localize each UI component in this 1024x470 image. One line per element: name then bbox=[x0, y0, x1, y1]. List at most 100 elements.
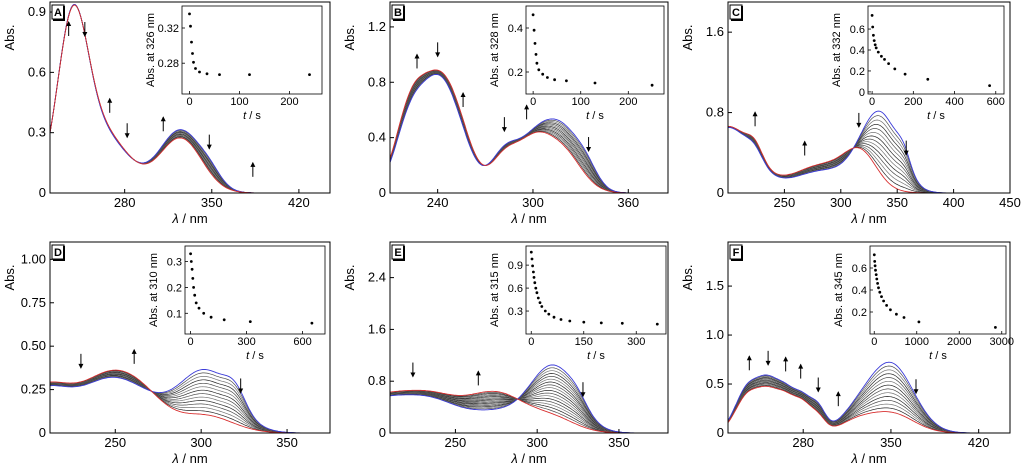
inset-data-point bbox=[880, 295, 883, 298]
trend-arrow-down bbox=[501, 117, 507, 133]
inset-x-tick-label: 2000 bbox=[947, 336, 971, 348]
spectrum-initial bbox=[390, 364, 668, 433]
panel-label-B: B bbox=[391, 4, 405, 21]
inset-data-point bbox=[988, 84, 991, 87]
inset-x-tick-label: 0 bbox=[186, 96, 192, 108]
inset-x-axis-label: t / s bbox=[587, 350, 605, 362]
inset-data-point bbox=[870, 14, 874, 17]
inset-kinetics: 0 100 200 0.28 0.32 t / s Abs. at 326 nm bbox=[145, 5, 323, 122]
spectrum-intermediate bbox=[728, 380, 1010, 433]
inset-frame bbox=[181, 5, 323, 95]
trend-arrow-up bbox=[783, 356, 789, 372]
y-tick-label: 0.8 bbox=[706, 105, 724, 120]
inset-kinetics: 0 300 600 0.1 0.2 0.3 t / s Abs. at 310 nm bbox=[148, 245, 326, 362]
trend-arrow-down bbox=[124, 123, 130, 139]
x-tick-label: 300 bbox=[190, 435, 212, 450]
inset-data-point bbox=[877, 286, 880, 290]
inset-x-tick-label: 3000 bbox=[990, 336, 1014, 348]
inset-y-tick-label: 0.32 bbox=[158, 23, 179, 35]
inset-data-point bbox=[218, 73, 221, 76]
inset-data-point bbox=[543, 309, 547, 313]
inset-data-point bbox=[917, 320, 921, 324]
inset-x-tick-label: 300 bbox=[627, 336, 645, 348]
trend-arrow-down bbox=[856, 112, 862, 128]
inset-x-tick-label: 0 bbox=[188, 336, 194, 348]
y-tick-label: 0.4 bbox=[368, 130, 386, 145]
inset-data-point bbox=[202, 311, 206, 315]
y-tick-label: 1.6 bbox=[706, 24, 724, 39]
inset-x-axis-label: t / s bbox=[927, 110, 945, 122]
y-tick-label: 0.5 bbox=[706, 376, 724, 391]
spectrum-intermediate bbox=[728, 126, 1010, 193]
inset-data-point bbox=[903, 72, 907, 76]
panel-D: 250 300 350 0 0.25 0.50 0.75 1.00 λ / nm Abs. D 0 30… bbox=[2, 241, 331, 466]
inset-x-tick-label: 200 bbox=[619, 96, 637, 108]
plot-frame bbox=[389, 1, 669, 194]
inset-data-point bbox=[308, 73, 311, 76]
inset-y-tick-label: 0.6 bbox=[508, 283, 523, 295]
y-axis-label: Abs. bbox=[2, 24, 17, 50]
inset-kinetics: 0 150 300 0.3 0.6 0.9 t / s Abs. at 315 nm bbox=[489, 245, 667, 362]
spectrum-final bbox=[728, 125, 1010, 193]
spectrum-intermediate bbox=[728, 126, 1010, 193]
panel-label-A: A bbox=[51, 4, 65, 21]
inset-y-tick-label: 0.3 bbox=[167, 257, 182, 269]
y-tick-label: 0.8 bbox=[368, 373, 386, 388]
inset-data-point bbox=[876, 282, 879, 285]
inset-data-point bbox=[192, 286, 196, 289]
spectra-group bbox=[728, 361, 1010, 433]
inset-y-axis-label: Abs. at 332 nm bbox=[831, 13, 843, 87]
inset-x-tick-label: 0 bbox=[530, 96, 536, 108]
inset-data-point bbox=[873, 43, 877, 47]
y-tick-label: 0 bbox=[379, 185, 386, 200]
inset-y-tick-label: 0.4 bbox=[508, 23, 523, 35]
inset-data-point bbox=[534, 286, 538, 290]
trend-arrow-up bbox=[160, 116, 166, 132]
x-tick-label: 300 bbox=[526, 435, 548, 450]
x-tick-label: 280 bbox=[114, 195, 136, 210]
inset-y-axis-label: Abs. at 310 nm bbox=[148, 253, 160, 327]
trend-arrow-up bbox=[752, 111, 758, 127]
plot-frame bbox=[49, 1, 331, 194]
inset-data-point bbox=[885, 304, 888, 307]
panel-label-E: E bbox=[391, 244, 405, 261]
x-axis-label: λ / nm bbox=[850, 451, 886, 466]
trend-arrow-up bbox=[107, 97, 113, 113]
panel-label-F: F bbox=[729, 244, 743, 261]
y-tick-label: 1.2 bbox=[368, 19, 386, 34]
inset-data-point bbox=[874, 268, 877, 272]
inset-y-tick-label: 0.4 bbox=[852, 285, 867, 297]
inset-y-tick-label: 0.1 bbox=[167, 308, 182, 320]
inset-y-tick-label: 0.2 bbox=[852, 307, 867, 319]
inset-x-tick-label: 0 bbox=[871, 336, 877, 348]
x-tick-label: 420 bbox=[968, 435, 990, 450]
inset-x-axis-label: t / s bbox=[243, 110, 261, 122]
inset-data-point bbox=[994, 326, 997, 329]
y-tick-label: 0 bbox=[39, 185, 46, 200]
trend-arrow-down bbox=[765, 350, 771, 366]
svg-text:D: D bbox=[54, 247, 62, 259]
inset-data-point bbox=[530, 257, 534, 261]
inset-data-point bbox=[582, 320, 586, 324]
inset-data-point bbox=[533, 281, 537, 285]
inset-data-point bbox=[926, 77, 930, 81]
inset-data-point bbox=[650, 83, 654, 87]
inset-y-tick-label: 0.6 bbox=[852, 263, 867, 275]
inset-x-axis-label: t / s bbox=[246, 350, 264, 362]
inset-y-tick-label: 0.2 bbox=[850, 66, 865, 78]
inset-data-point bbox=[872, 39, 876, 42]
x-tick-label: 450 bbox=[999, 195, 1021, 210]
spectra-group bbox=[50, 3, 330, 193]
y-tick-label: 0 bbox=[717, 185, 724, 200]
inset-y-tick-label: 0 bbox=[859, 87, 865, 99]
trend-arrow-down bbox=[206, 134, 212, 150]
inset-data-point bbox=[538, 301, 542, 304]
inset-data-point bbox=[198, 70, 201, 74]
inset-data-point bbox=[599, 321, 603, 325]
inset-data-point bbox=[248, 320, 252, 323]
inset-x-axis-label: t / s bbox=[586, 110, 604, 122]
spectrum-intermediate bbox=[728, 126, 1010, 193]
inset-x-tick-label: 150 bbox=[575, 336, 593, 348]
inset-data-point bbox=[568, 319, 572, 323]
inset-y-axis-label: Abs. at 315 nm bbox=[489, 253, 501, 327]
